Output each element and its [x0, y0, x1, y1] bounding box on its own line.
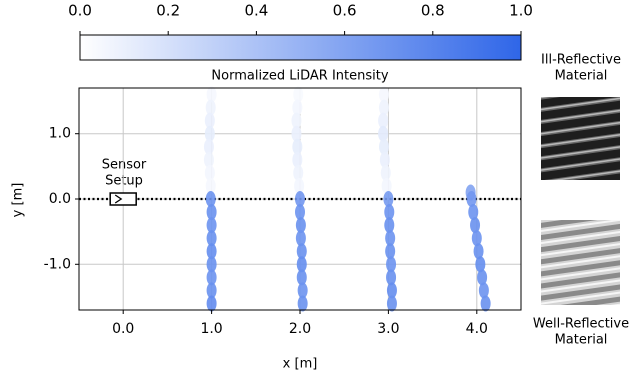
point-cloud [386, 269, 397, 286]
point-cloud [378, 99, 389, 116]
point-cloud [295, 230, 306, 247]
colorbar-label: Normalized LiDAR Intensity [211, 69, 388, 84]
point-cloud [379, 151, 390, 168]
y-tick-label: -1.0 [44, 256, 71, 272]
point-cloud [378, 112, 389, 129]
point-cloud [206, 243, 217, 260]
y-tick-label: 1.0 [49, 126, 71, 142]
point-cloud [295, 204, 305, 221]
point-cloud [206, 282, 217, 299]
point-cloud [204, 164, 215, 181]
point-cloud [292, 151, 303, 168]
x-tick-label: 4.0 [466, 321, 488, 337]
material-label: Well-Reflective [533, 317, 629, 332]
point-cloud [295, 191, 305, 207]
x-tick-label: 0.0 [112, 321, 134, 337]
material-label: Material [555, 69, 608, 84]
point-cloud [478, 282, 489, 299]
point-cloud [466, 191, 477, 207]
point-cloud [297, 282, 308, 299]
point-cloud [378, 138, 389, 155]
colorbar [79, 34, 522, 61]
point-cloud [384, 204, 395, 221]
point-cloud [475, 256, 486, 273]
point-cloud [480, 295, 491, 312]
point-cloud [296, 243, 307, 260]
point-cloud [470, 217, 481, 234]
point-cloud [206, 204, 217, 221]
colorbar-tick-label: 0.6 [333, 2, 357, 20]
point-cloud [292, 99, 303, 116]
point-cloud [206, 269, 217, 286]
sensor-box [109, 192, 137, 206]
point-cloud [386, 295, 397, 312]
x-tick-label: 1.0 [200, 321, 222, 337]
point-cloud [477, 269, 488, 286]
point-cloud [380, 164, 391, 181]
x-tick-label: 3.0 [377, 321, 399, 337]
sensor-icon [114, 194, 123, 204]
point-cloud [378, 86, 389, 103]
axes-frame [78, 87, 522, 311]
point-cloud [386, 256, 397, 273]
colorbar-tick-label: 0.0 [68, 2, 92, 20]
point-cloud [385, 230, 396, 247]
colorbar-tick-label: 0.4 [244, 2, 268, 20]
colorbar-tick-label: 0.8 [421, 2, 445, 20]
point-cloud [378, 125, 389, 142]
point-cloud [291, 125, 302, 142]
x-tick-label: 2.0 [289, 321, 311, 337]
point-cloud [205, 99, 216, 116]
point-cloud [386, 282, 397, 299]
point-cloud [293, 164, 304, 181]
point-cloud [203, 151, 214, 168]
point-cloud [468, 204, 479, 221]
point-cloud [297, 295, 308, 312]
colorbar-tick-label: 1.0 [509, 2, 533, 20]
point-cloud [291, 112, 302, 129]
point-cloud [381, 177, 392, 194]
material-label: Ill-Reflective [541, 53, 621, 68]
material-photo [541, 220, 620, 305]
plot-area [79, 86, 521, 312]
point-cloud [292, 138, 303, 155]
point-cloud [384, 217, 395, 234]
point-cloud [383, 191, 394, 207]
point-cloud [295, 217, 306, 234]
material-label: Material [555, 333, 608, 348]
point-cloud [204, 112, 215, 129]
annotation: Setup [105, 174, 143, 189]
point-cloud [471, 230, 482, 247]
point-cloud [294, 177, 305, 194]
point-cloud [206, 86, 217, 103]
point-cloud [206, 256, 217, 273]
point-cloud [473, 243, 484, 260]
point-cloud [206, 217, 217, 234]
point-cloud [206, 295, 217, 312]
y-axis-label: y [m] [11, 183, 26, 218]
point-cloud [205, 177, 216, 194]
point-cloud [205, 191, 216, 207]
point-cloud [296, 256, 307, 273]
annotation: Sensor [102, 158, 147, 173]
point-cloud [293, 86, 304, 103]
point-cloud [296, 269, 307, 286]
x-axis-label: x [m] [283, 357, 318, 372]
material-photo [541, 97, 620, 180]
point-cloud [203, 138, 214, 155]
y-tick-label: 0.0 [49, 191, 71, 207]
point-cloud [385, 243, 396, 260]
point-cloud [204, 125, 215, 142]
point-cloud [206, 230, 217, 247]
colorbar-tick-label: 0.2 [156, 2, 180, 20]
